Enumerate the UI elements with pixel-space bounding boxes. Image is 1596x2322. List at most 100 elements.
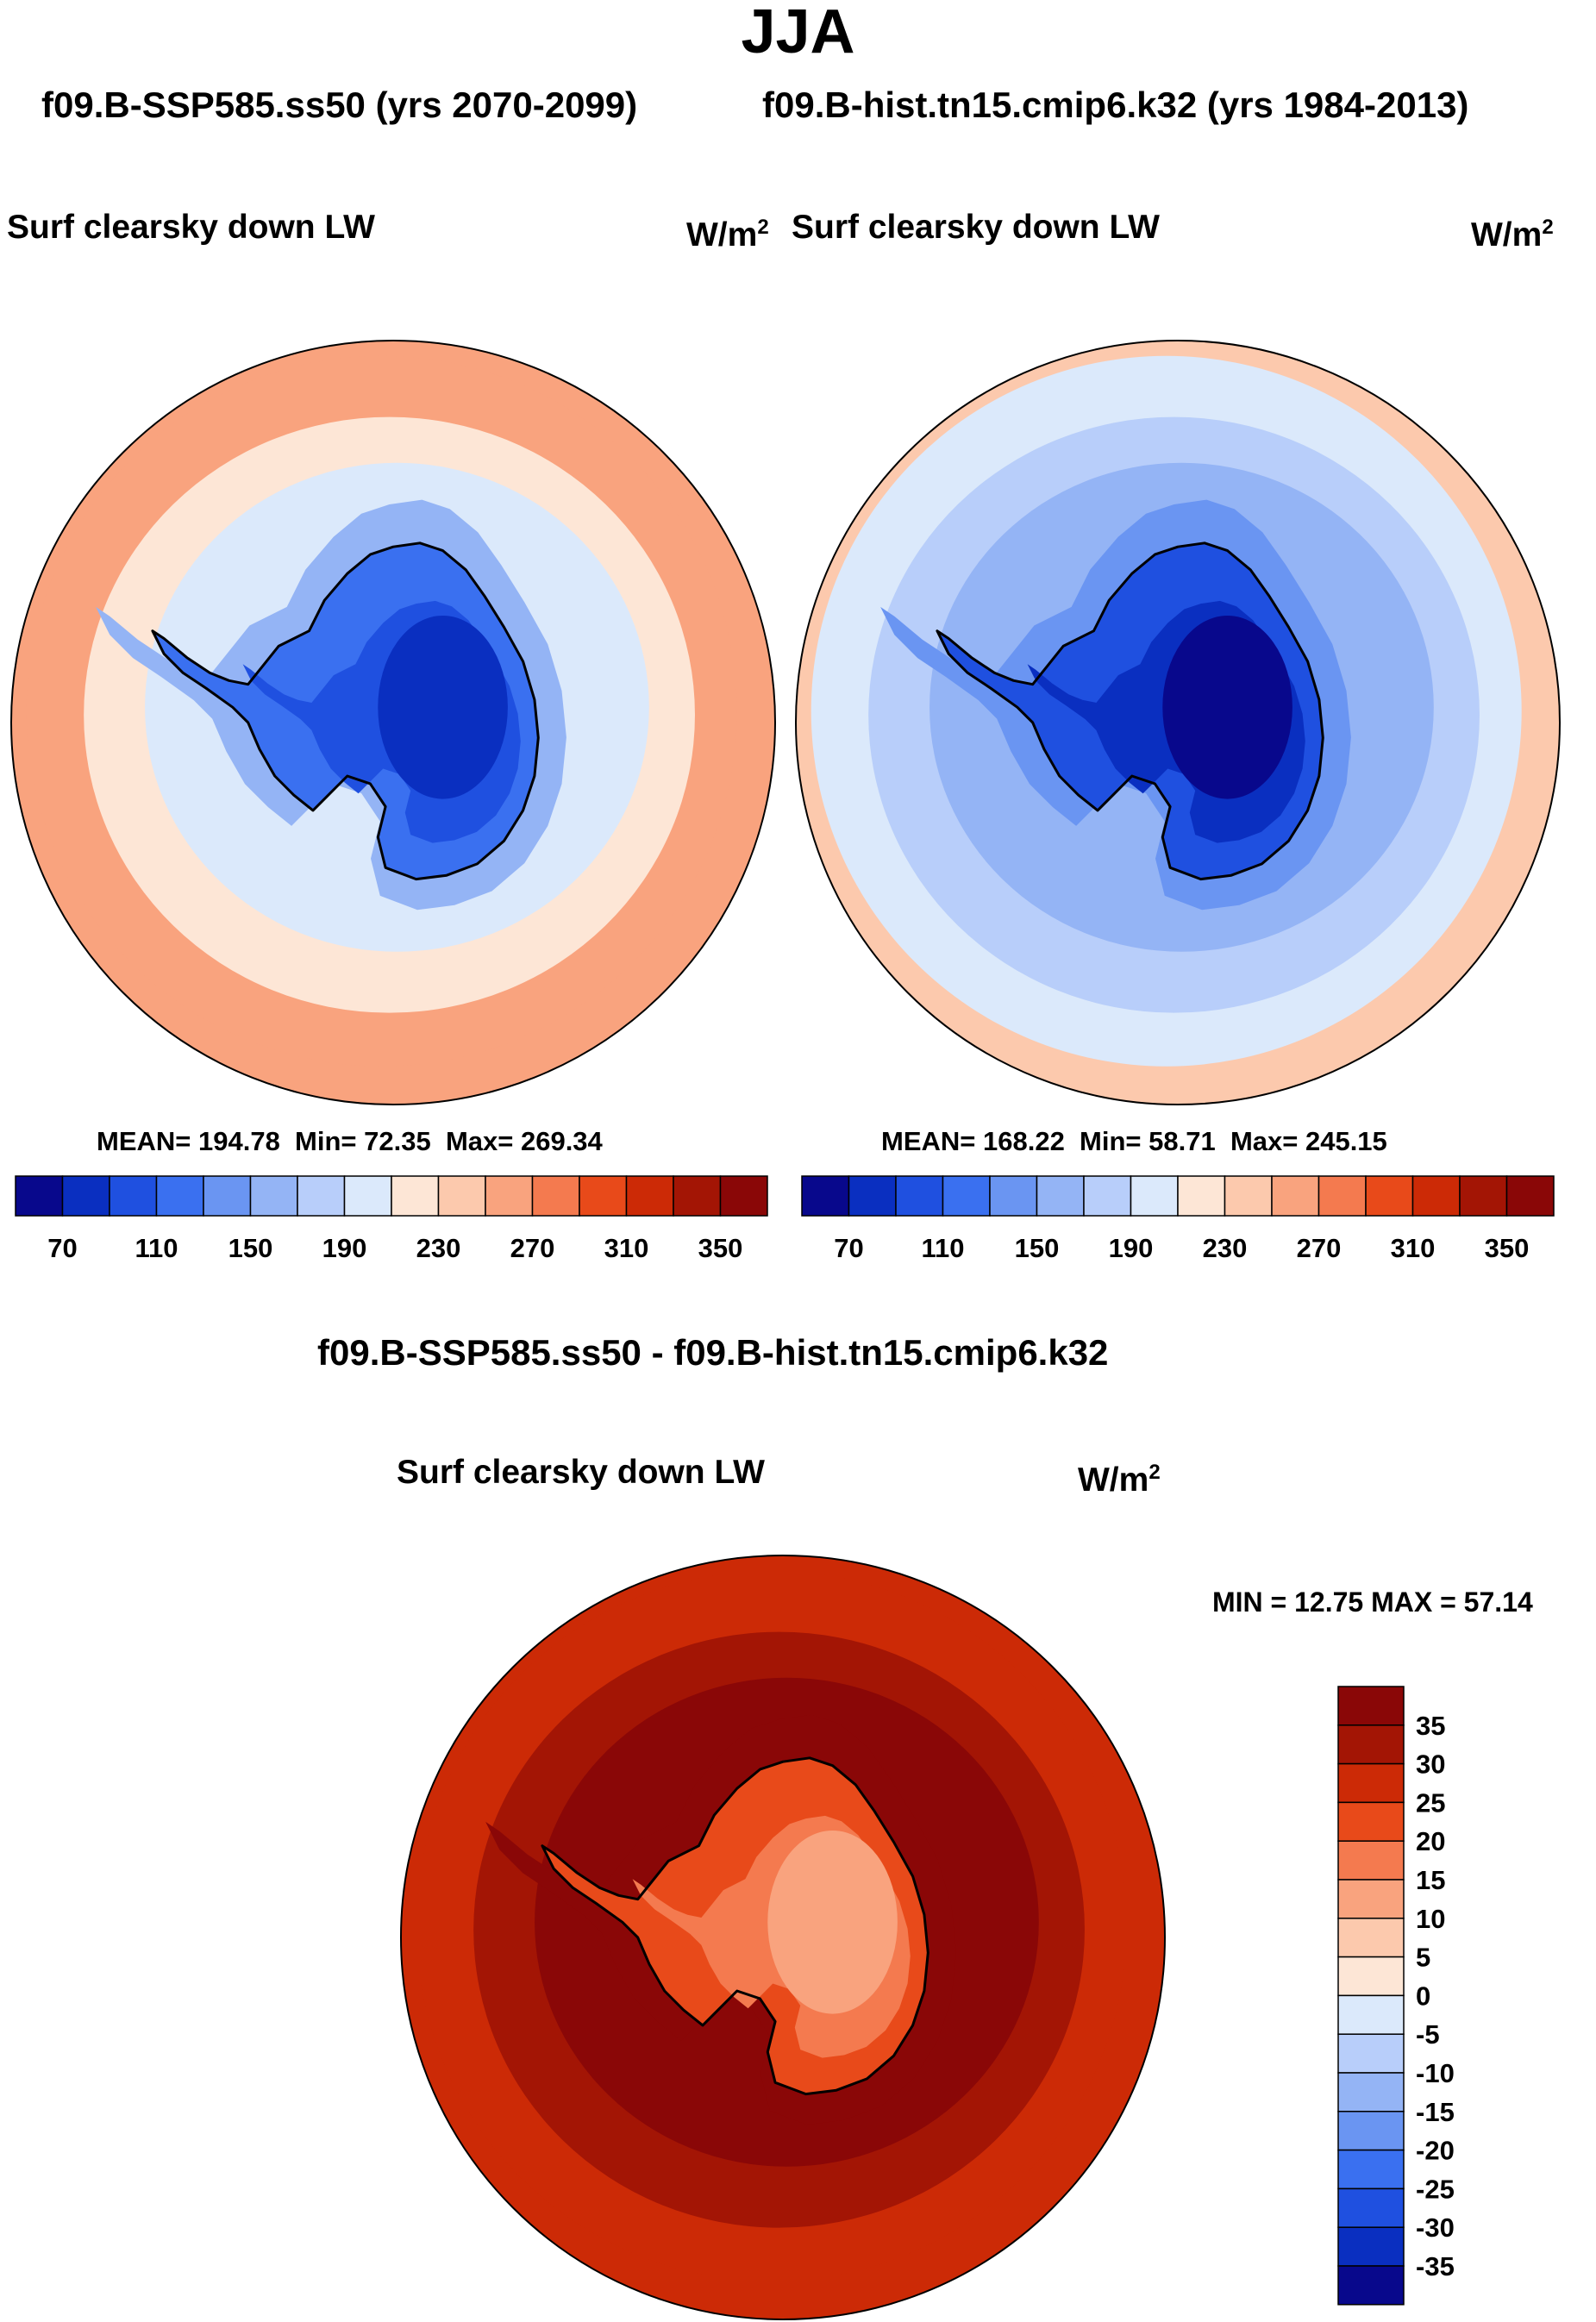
colorbar-tick-label: 270	[510, 1233, 555, 1263]
colorbar-hist: 70 110 150 190 230 270 310 350	[801, 1175, 1555, 1263]
panel2-variable: Surf clearsky down LW	[792, 209, 1160, 246]
coastline	[151, 541, 540, 881]
colorbar-tick-label: -35	[1416, 2251, 1455, 2281]
colorbar-cell	[15, 1175, 64, 1217]
panel-future-map	[10, 340, 776, 1105]
colorbar-cell	[1365, 1175, 1414, 1217]
colorbar-tick-label: 35	[1416, 1711, 1445, 1741]
subtitle-case-right: f09.B-hist.tn15.cmip6.k32 (yrs 1984-2013…	[762, 84, 1469, 125]
coastline	[936, 541, 1324, 881]
colorbar-tick-label: 230	[416, 1233, 461, 1263]
colorbar-cell	[1177, 1175, 1226, 1217]
colorbar-cell	[1083, 1175, 1132, 1217]
colorbar-cell	[1337, 1918, 1405, 1958]
colorbar-cell	[1337, 1879, 1405, 1919]
panel1-variable: Surf clearsky down LW	[7, 209, 375, 246]
zone-continent-interior	[767, 1830, 898, 2014]
map-border	[795, 340, 1561, 1105]
subtitle-case-left: f09.B-SSP585.ss50 (yrs 2070-2099)	[41, 84, 638, 125]
colorbar-cell	[1130, 1175, 1179, 1217]
colorbar-tick-label: 15	[1416, 1865, 1445, 1895]
colorbar-cell	[895, 1175, 944, 1217]
zone-continent-interior	[1162, 615, 1292, 799]
colorbar-cell	[1459, 1175, 1508, 1217]
colorbar-cell	[1337, 2187, 1405, 2228]
colorbar-cell	[848, 1175, 897, 1217]
map-border	[400, 1555, 1166, 2320]
panel1-min: Min= 72.35	[295, 1126, 431, 1156]
colorbar-tick-label: -20	[1416, 2136, 1455, 2166]
colorbar-tick-label: 110	[135, 1233, 178, 1263]
colorbar-cell	[1411, 1175, 1461, 1217]
colorbar-tick-label: 190	[1109, 1233, 1154, 1263]
colorbar-cell	[203, 1175, 252, 1217]
panel3-units: W/m2	[1078, 1461, 1161, 1499]
colorbar-cell	[531, 1175, 580, 1217]
colorbar-tick-label: -10	[1416, 2058, 1455, 2088]
panel2-stats: MEAN= 168.22 Min= 58.71 Max= 245.15	[881, 1126, 1387, 1157]
panel3-minmax: MIN = 12.75 MAX = 57.14	[1212, 1587, 1533, 1618]
panel-hist-map	[795, 340, 1561, 1105]
panel3-variable: Surf clearsky down LW	[397, 1454, 765, 1491]
panel2-mean: MEAN= 168.22	[881, 1126, 1065, 1156]
colorbar-cell	[1337, 1994, 1405, 2035]
colorbar-cell	[437, 1175, 486, 1217]
colorbar-cell	[1337, 1762, 1405, 1804]
colorbar-cell	[579, 1175, 628, 1217]
colorbar-cell	[1337, 2226, 1405, 2267]
colorbar-tick-label: 5	[1416, 1943, 1430, 1973]
panel2-units: W/m2	[1471, 216, 1554, 253]
colorbar-cell	[942, 1175, 991, 1217]
colorbar-tick-label: 310	[604, 1233, 649, 1263]
colorbar-cell	[989, 1175, 1038, 1217]
colorbar-cell	[625, 1175, 674, 1217]
colorbar-cell	[719, 1175, 768, 1217]
colorbar-cell	[297, 1175, 346, 1217]
colorbar-future: 70 110 150 190 230 270 310 350	[15, 1175, 768, 1263]
colorbar-tick-label: 350	[1485, 1233, 1530, 1263]
colorbar-cell	[1271, 1175, 1320, 1217]
panel1-stats: MEAN= 194.78 Min= 72.35 Max= 269.34	[97, 1126, 603, 1157]
panel-difference-map	[400, 1555, 1166, 2320]
map-border	[10, 340, 776, 1105]
colorbar-cell	[1337, 1724, 1405, 1765]
colorbar-cell	[1337, 2111, 1405, 2151]
colorbar-tick-label: -15	[1416, 2097, 1455, 2127]
colorbar-cell	[485, 1175, 534, 1217]
colorbar-tick-label: 150	[228, 1233, 273, 1263]
colorbar-tick-label: 190	[322, 1233, 367, 1263]
figure-title: JJA	[741, 0, 855, 66]
colorbar-tick-label: 310	[1391, 1233, 1436, 1263]
colorbar-difference: 35 30 25 20 15 10 5 0 -5 -10 -15 -20 -25 -30 -35	[1337, 1686, 1455, 2306]
colorbar-tick-label: -30	[1416, 2212, 1455, 2243]
colorbar-tick-label: 10	[1416, 1904, 1445, 1934]
colorbar-tick-label: 25	[1416, 1787, 1445, 1818]
colorbar-tick-label: 20	[1416, 1826, 1445, 1856]
colorbar-tick-label: 150	[1015, 1233, 1060, 1263]
diff-title: f09.B-SSP585.ss50 - f09.B-hist.tn15.cmip…	[317, 1332, 1109, 1373]
colorbar-cell	[801, 1175, 850, 1217]
colorbar-cell	[1224, 1175, 1273, 1217]
colorbar-cell	[1337, 1956, 1405, 1997]
panel2-max: Max= 245.15	[1230, 1126, 1387, 1156]
colorbar-cell	[1036, 1175, 1085, 1217]
colorbar-cell	[673, 1175, 722, 1217]
coastline	[541, 1756, 929, 2096]
colorbar-cell	[1337, 2149, 1405, 2190]
panel1-units: W/m2	[686, 216, 769, 253]
colorbar-cell	[391, 1175, 440, 1217]
colorbar-cell	[155, 1175, 204, 1217]
colorbar-cell	[343, 1175, 392, 1217]
zone-continent-interior	[378, 615, 508, 799]
colorbar-cell	[1337, 2072, 1405, 2112]
colorbar-tick-label: 230	[1203, 1233, 1248, 1263]
colorbar-cell	[249, 1175, 298, 1217]
colorbar-tick-label: 70	[47, 1233, 77, 1263]
colorbar-cell	[1337, 1801, 1405, 1842]
colorbar-cell	[1317, 1175, 1367, 1217]
colorbar-cell	[1337, 2033, 1405, 2074]
colorbar-tick-label: 110	[921, 1233, 964, 1263]
colorbar-cell	[109, 1175, 158, 1217]
panel1-mean: MEAN= 194.78	[97, 1126, 280, 1156]
